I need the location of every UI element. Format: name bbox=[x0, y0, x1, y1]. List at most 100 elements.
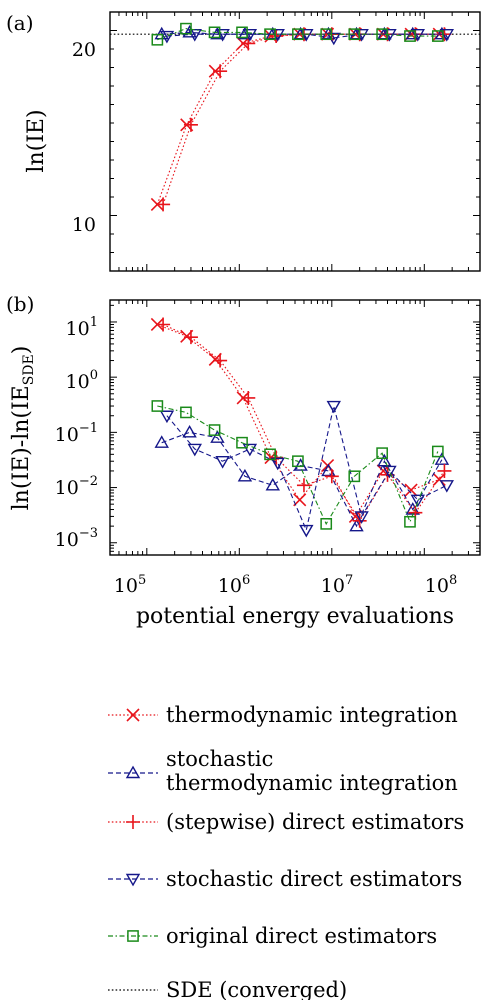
panel-b-point-original-direct-estimators bbox=[376, 447, 388, 460]
panel-b-point-stochastic-direct-estimators bbox=[354, 511, 369, 524]
x-axis-label: potential energy evaluations bbox=[136, 604, 454, 629]
legend-label-line: thermodynamic integration bbox=[166, 771, 458, 795]
panel-a-point-original-direct-estimators bbox=[180, 22, 192, 35]
legend-label-line: stochastic bbox=[166, 747, 273, 771]
panel-b-point-original-direct-estimators bbox=[180, 406, 192, 419]
panel-b-point-stochastic-thermodynamic-integration bbox=[154, 435, 169, 448]
panel-a-point-original-direct-estimators bbox=[320, 28, 333, 41]
xtick-1e8: 108 bbox=[425, 573, 457, 597]
panel-b-line-stochastic-thermodynamic-integration bbox=[161, 431, 443, 528]
panel-a-point-original-direct-estimators bbox=[348, 28, 361, 41]
panel-a-point-original-direct-estimators bbox=[431, 30, 444, 42]
panel-a-point-stochastic-direct-estimators bbox=[439, 29, 454, 42]
panel-b-point-stochastic-direct-estimators bbox=[242, 443, 258, 457]
panel-a-point-original-direct-estimators bbox=[151, 33, 164, 46]
panel-b-point-stochastic-thermodynamic-integration bbox=[265, 477, 280, 491]
xtick-1e6: 106 bbox=[218, 573, 250, 597]
panel-a-point-original-direct-estimators bbox=[404, 30, 416, 42]
panel-b-point-stepwise-direct-estimators bbox=[156, 317, 171, 332]
panel-b-point-stochastic-direct-estimators bbox=[410, 494, 425, 508]
panel-b-point-stochastic-direct-estimators bbox=[215, 456, 230, 469]
panel-b-line-stochastic-direct-estimators bbox=[166, 405, 448, 532]
panel-b-point-stochastic-thermodynamic-integration bbox=[182, 424, 197, 438]
panel-a-ytick-20: 20 bbox=[72, 39, 96, 61]
legend-marker-thermodynamic-integration bbox=[126, 708, 140, 722]
panel-b-point-stochastic-direct-estimators bbox=[270, 457, 285, 471]
panel-b-point-stepwise-direct-estimators bbox=[183, 330, 198, 345]
panel-b-line-thermodynamic-integration bbox=[157, 323, 440, 518]
panel-b-point-stochastic-thermodynamic-integration bbox=[434, 452, 450, 465]
panel-b-point-original-direct-estimators bbox=[292, 455, 304, 468]
panel-a-line-original-direct-estimators bbox=[157, 28, 438, 41]
panel-b-point-original-direct-estimators bbox=[264, 448, 276, 461]
panel-b-point-stepwise-direct-estimators bbox=[241, 390, 256, 405]
panel-a-point-stochastic-thermodynamic-integration bbox=[210, 26, 225, 40]
panel-b-point-stepwise-direct-estimators bbox=[296, 478, 311, 493]
xtick-1e5: 105 bbox=[114, 573, 146, 597]
panel-a-point-original-direct-estimators bbox=[292, 28, 304, 41]
panel-b-ytick-1e-1: 10−1 bbox=[55, 421, 98, 447]
panel-b-point-stochastic-thermodynamic-integration bbox=[237, 468, 253, 482]
panel-b-plot: 101 100 10−1 10−2 10−3 ln(IE)-ln(IESDE) … bbox=[9, 299, 481, 629]
panel-b-point-stochastic-direct-estimators bbox=[382, 465, 397, 479]
panel-b-ytick-1e-3: 10−3 bbox=[55, 526, 98, 552]
legend-label-sde-converged: SDE (converged) bbox=[166, 978, 347, 1000]
panel-b-point-original-direct-estimators bbox=[348, 470, 361, 483]
xtick-1e7: 107 bbox=[321, 573, 353, 597]
legend-marker-stochastic-thermodynamic-integration bbox=[125, 765, 141, 779]
panel-a-point-stochastic-direct-estimators bbox=[354, 29, 369, 42]
panel-b-point-thermodynamic-integration bbox=[208, 352, 222, 366]
legend-label-thermodynamic-integration: thermodynamic integration bbox=[166, 703, 458, 727]
panel-b-ticks bbox=[109, 300, 481, 556]
panel-b-point-thermodynamic-integration bbox=[293, 493, 307, 507]
panel-a-point-original-direct-estimators bbox=[236, 26, 248, 39]
panel-b-point-original-direct-estimators bbox=[431, 445, 444, 458]
panel-a-point-stochastic-direct-estimators bbox=[159, 30, 175, 44]
panel-b-point-original-direct-estimators bbox=[320, 518, 333, 530]
panel-b-point-original-direct-estimators bbox=[236, 436, 248, 449]
panel-a-line-stepwise-direct-estimators bbox=[162, 33, 445, 205]
legend-marker-stepwise-direct-estimators bbox=[126, 815, 140, 829]
panel-a-point-original-direct-estimators bbox=[208, 26, 221, 39]
panel-a-series bbox=[110, 22, 480, 212]
panel-b-point-stochastic-direct-estimators bbox=[326, 400, 341, 414]
panel-b-point-original-direct-estimators bbox=[208, 424, 221, 436]
panel-a-point-stepwise-direct-estimators bbox=[213, 64, 228, 79]
panel-a-point-stepwise-direct-estimators bbox=[156, 197, 171, 212]
panel-b-ylabel: ln(IE)-ln(IESDE) bbox=[9, 346, 37, 511]
panel-b-point-thermodynamic-integration bbox=[404, 483, 418, 497]
panel-b-ytick-1e1: 101 bbox=[66, 315, 98, 341]
panel-a-plot: 20 10 ln(IE) bbox=[24, 11, 481, 272]
panel-a-ticks bbox=[109, 11, 481, 271]
panel-a-point-stochastic-thermodynamic-integration bbox=[237, 26, 253, 40]
panel-a-point-stochastic-thermodynamic-integration bbox=[182, 24, 197, 38]
panel-b-point-stochastic-thermodynamic-integration bbox=[377, 453, 392, 467]
panel-b-point-stochastic-direct-estimators bbox=[439, 480, 454, 493]
panel-b-point-stochastic-direct-estimators bbox=[299, 524, 314, 538]
panel-b-point-stepwise-direct-estimators bbox=[213, 353, 228, 368]
panel-b-point-stepwise-direct-estimators bbox=[324, 469, 339, 484]
panel-b-point-stepwise-direct-estimators bbox=[269, 450, 284, 465]
panel-b-point-stochastic-direct-estimators bbox=[187, 443, 202, 457]
panel-b-label: (b) bbox=[6, 292, 34, 316]
panel-b-point-original-direct-estimators bbox=[404, 515, 416, 528]
panel-b-ytick-1e-2: 10−2 bbox=[55, 474, 98, 500]
legend-label-stochastic-thermodynamic-integration: stochastic thermodynamic integration bbox=[166, 747, 458, 795]
legend-label-stepwise-direct-estimators: (stepwise) direct estimators bbox=[166, 810, 464, 834]
legend-label-original-direct-estimators: original direct estimators bbox=[166, 924, 437, 948]
panel-a-point-stepwise-direct-estimators bbox=[183, 117, 198, 132]
panel-b-point-stepwise-direct-estimators bbox=[352, 513, 367, 528]
panel-b-point-stochastic-direct-estimators bbox=[159, 410, 175, 424]
legend-marker-stochastic-direct-estimators bbox=[125, 873, 141, 887]
panel-a-frame bbox=[109, 11, 481, 272]
panel-a-line-thermodynamic-integration bbox=[156, 33, 440, 205]
panel-b-frame bbox=[109, 299, 481, 556]
legend-label-stochastic-direct-estimators: stochastic direct estimators bbox=[166, 867, 462, 891]
panel-a-point-stochastic-direct-estimators bbox=[187, 29, 202, 42]
panel-b-point-stepwise-direct-estimators bbox=[437, 463, 452, 478]
panel-a-point-original-direct-estimators bbox=[264, 28, 276, 41]
panel-a-label: (a) bbox=[6, 11, 34, 35]
panel-b-point-stochastic-thermodynamic-integration bbox=[210, 430, 225, 443]
